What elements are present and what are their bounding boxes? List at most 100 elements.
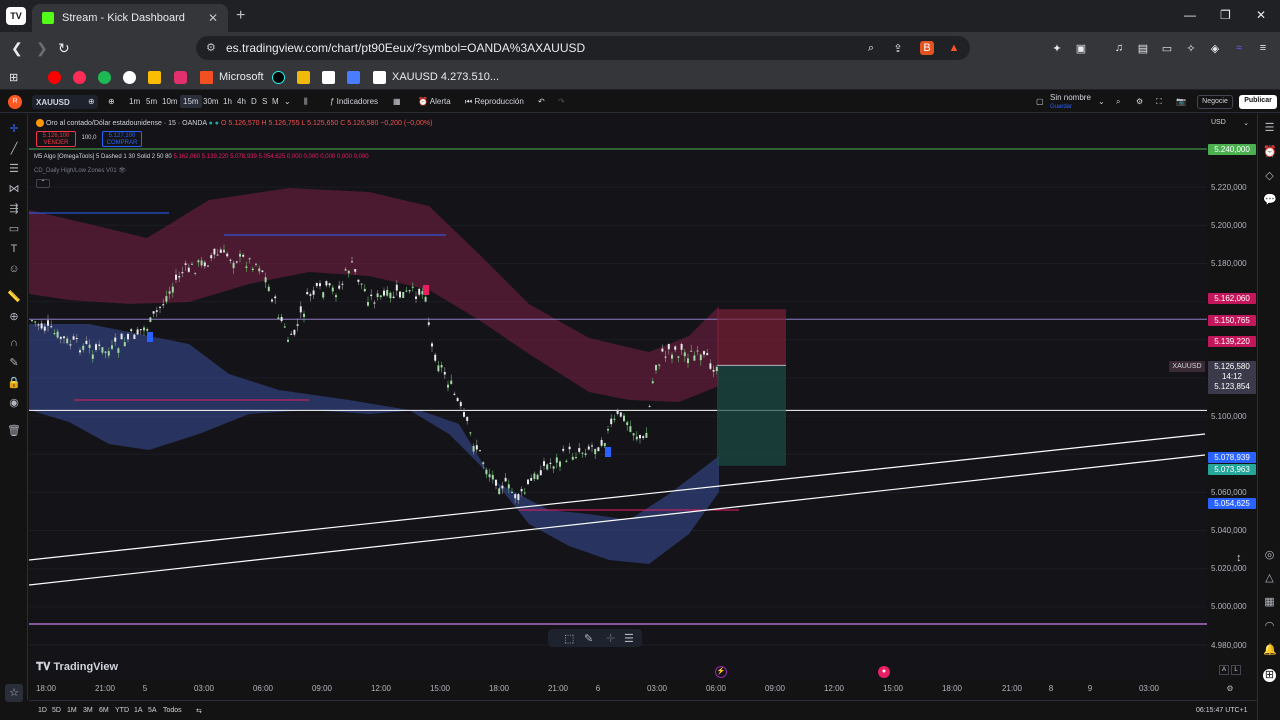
- add-symbol-icon[interactable]: ⊕: [108, 97, 115, 106]
- indicators-button[interactable]: ƒ Indicadores: [330, 97, 378, 106]
- vpn-icon[interactable]: ◈: [1210, 42, 1220, 55]
- interval-1m[interactable]: 1m: [129, 97, 141, 106]
- zoom-icon[interactable]: ⌕: [867, 41, 875, 54]
- calendar-icon[interactable]: ▦: [1264, 596, 1275, 608]
- url-input[interactable]: ⚙ es.tradingview.com/chart/pt90Eeux/?sym…: [196, 36, 970, 60]
- extensions-icon[interactable]: ✦: [1052, 42, 1062, 55]
- range-todos[interactable]: Todos: [163, 707, 182, 714]
- quick-search-icon[interactable]: ⌕: [1116, 97, 1121, 106]
- interval-s[interactable]: S: [262, 97, 268, 106]
- undo-icon[interactable]: ↶: [538, 97, 545, 106]
- range-1m[interactable]: 1M: [67, 707, 77, 714]
- currency-selector[interactable]: USD ⌄: [1208, 117, 1252, 130]
- maximize-icon[interactable]: ❐: [1220, 8, 1231, 22]
- interval-10m[interactable]: 10m: [162, 97, 178, 106]
- watchlist-icon[interactable]: ☰: [1264, 122, 1275, 134]
- settings-icon[interactable]: ⚙: [1136, 97, 1144, 106]
- range-6m[interactable]: 6M: [99, 707, 109, 714]
- user-avatar[interactable]: R: [8, 95, 22, 109]
- bookmark-yt-music[interactable]: [73, 70, 92, 84]
- magnet-icon[interactable]: ∩: [10, 337, 18, 349]
- data-window-icon[interactable]: ◇: [1265, 170, 1274, 182]
- range-ytd[interactable]: YTD: [115, 707, 129, 714]
- compare-icon[interactable]: ⊕: [88, 97, 95, 106]
- brave-shields-icon[interactable]: B: [920, 41, 934, 55]
- bookmark-google[interactable]: [123, 70, 142, 84]
- fib-icon[interactable]: ☰: [9, 163, 19, 175]
- interval-1h[interactable]: 1h: [223, 97, 232, 106]
- site-info-icon[interactable]: ⚙: [206, 42, 216, 54]
- forecast-icon[interactable]: ⇶: [9, 203, 19, 215]
- minimize-icon[interactable]: —: [1184, 8, 1196, 22]
- lock-icon[interactable]: 🔒: [7, 377, 21, 389]
- auto-scale-icon[interactable]: A: [1219, 665, 1229, 675]
- log-scale-icon[interactable]: L: [1231, 665, 1241, 675]
- help-grid-icon[interactable]: ⊞: [1263, 669, 1276, 682]
- stay-drawing-icon[interactable]: ✎: [9, 357, 19, 369]
- browser-app-icon[interactable]: TV: [6, 7, 26, 25]
- alerts-icon[interactable]: ⏰: [1263, 146, 1277, 158]
- trash-icon[interactable]: 🗑: [7, 425, 21, 437]
- range-3m[interactable]: 3M: [83, 707, 93, 714]
- close-tab-icon[interactable]: ✕: [207, 11, 218, 25]
- interval-m[interactable]: M: [272, 97, 279, 106]
- bookmark-binance[interactable]: [297, 70, 316, 84]
- text-icon[interactable]: T: [10, 243, 18, 255]
- apps-grid-icon[interactable]: ⊞: [9, 71, 19, 84]
- range-1a[interactable]: 1A: [134, 707, 143, 714]
- shapes-icon[interactable]: ▭: [8, 223, 20, 235]
- brave-rewards-icon[interactable]: ▲: [948, 42, 960, 54]
- cross-icon[interactable]: ✛: [606, 633, 616, 645]
- menu-icon[interactable]: ≡: [1259, 42, 1267, 54]
- interval-d[interactable]: D: [251, 97, 257, 106]
- replay-button[interactable]: ⏮ Reproducción: [465, 97, 524, 107]
- crosshair-icon[interactable]: ✛: [9, 123, 19, 135]
- indicator-legend-2[interactable]: CD_Daily High/Low Zones V01 👁: [34, 167, 126, 174]
- trendline-icon[interactable]: ╱: [10, 143, 18, 155]
- browser-tab[interactable]: Stream - Kick Dashboard ✕: [32, 4, 228, 32]
- date-range-icon[interactable]: ⇆: [196, 708, 202, 715]
- interval-4h[interactable]: 4h: [237, 97, 246, 106]
- buy-button[interactable]: 5.127,100 COMPRAR: [102, 131, 142, 147]
- share-icon[interactable]: ⇪: [893, 42, 903, 55]
- lightning-event-icon[interactable]: ⚡: [715, 666, 727, 678]
- object-tree-icon[interactable]: ☰: [624, 633, 634, 645]
- bookmark-tiktok[interactable]: [272, 70, 291, 84]
- snapshot-icon[interactable]: 📷: [1176, 97, 1186, 106]
- publish-button[interactable]: Publicar: [1239, 95, 1277, 109]
- eye-icon[interactable]: 👁: [118, 168, 127, 174]
- range-5a[interactable]: 5A: [148, 707, 157, 714]
- range-5d[interactable]: 5D: [52, 707, 61, 714]
- bookmark-exness[interactable]: [347, 70, 366, 84]
- economic-event-icon[interactable]: ●: [878, 666, 890, 678]
- fullscreen-icon[interactable]: ⛶: [1156, 97, 1162, 106]
- forward-icon[interactable]: ❯: [36, 40, 48, 56]
- interval-5m[interactable]: 5m: [146, 97, 158, 106]
- range-1d[interactable]: 1D: [38, 707, 47, 714]
- notifications-icon[interactable]: 🔔: [1263, 644, 1277, 656]
- bookmark-xauusd[interactable]: XAUUSD 4.273.510...: [373, 70, 499, 84]
- chart-canvas[interactable]: [29, 114, 1207, 680]
- back-icon[interactable]: ❮: [11, 40, 23, 56]
- interval-dropdown-icon[interactable]: ⌄: [284, 97, 291, 106]
- tradingview-logo[interactable]: 𝐓𝐕 TradingView: [36, 661, 118, 674]
- trade-button[interactable]: Negocie: [1197, 95, 1233, 109]
- visibility-icon[interactable]: ◉: [9, 397, 19, 409]
- pencil-icon[interactable]: ✎: [584, 633, 594, 645]
- ruler-icon[interactable]: 📏: [7, 291, 21, 303]
- chart-type-icon[interactable]: ⫼: [304, 97, 308, 106]
- bookmark-microsoft[interactable]: Microsoft: [200, 70, 264, 84]
- emoji-icon[interactable]: ☺: [8, 263, 20, 275]
- redo-icon[interactable]: ↷: [558, 97, 565, 106]
- profile-icon[interactable]: ≈: [1235, 42, 1243, 54]
- new-tab-button[interactable]: +: [236, 7, 246, 24]
- sidebar-icon[interactable]: ▤: [1137, 42, 1149, 55]
- bookmark-drive[interactable]: [148, 70, 167, 84]
- layout-dropdown-icon[interactable]: ⌄: [1098, 97, 1105, 106]
- interval-15m[interactable]: 15m: [180, 95, 202, 108]
- interval-30m[interactable]: 30m: [203, 97, 219, 106]
- price-axis[interactable]: 5.220,000 5.200,000 5.180,000 5.100,000 …: [1207, 114, 1257, 680]
- pattern-icon[interactable]: ⋈: [8, 183, 20, 195]
- chart-pane[interactable]: [29, 114, 1207, 680]
- window-close-icon[interactable]: ✕: [1256, 8, 1267, 22]
